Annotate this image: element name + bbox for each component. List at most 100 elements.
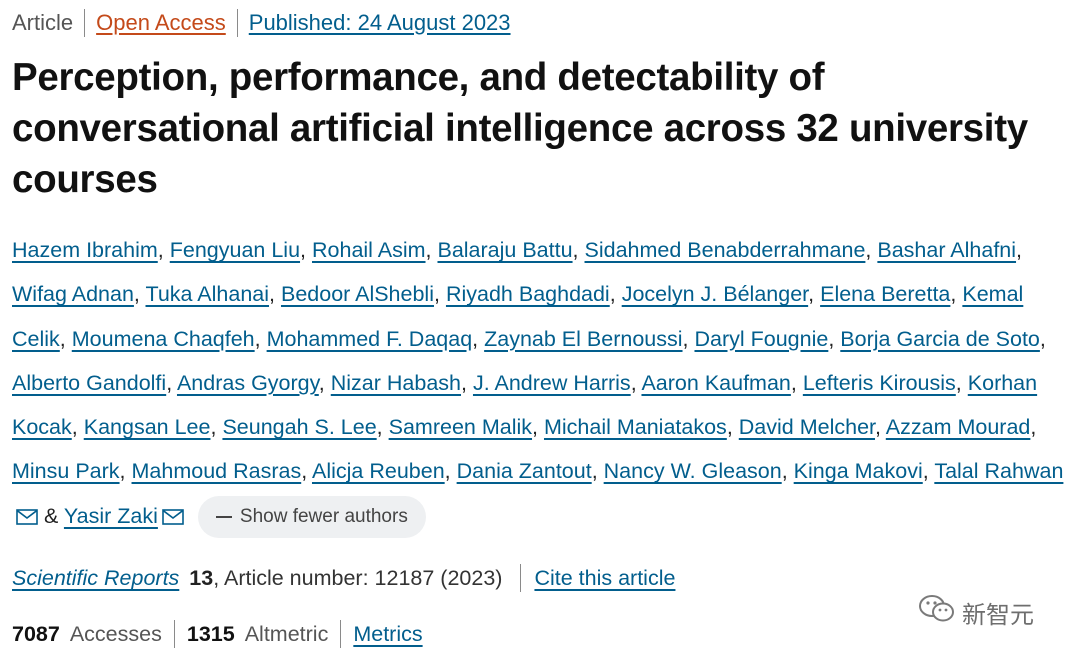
author-link[interactable]: Seungah S. Lee — [222, 415, 377, 440]
author-separator: , — [472, 326, 479, 351]
volume-number: 13 — [189, 566, 214, 590]
author-link[interactable]: Aaron Kaufman — [641, 370, 791, 395]
watermark: 新智元 — [918, 594, 1034, 630]
author-link[interactable]: Mahmoud Rasras — [131, 459, 302, 484]
author-link[interactable]: Nancy W. Gleason — [603, 459, 782, 484]
author-separator: , — [1030, 415, 1037, 440]
author-link[interactable]: Kangsan Lee — [83, 415, 211, 440]
author-link[interactable]: Daryl Fougnie — [694, 326, 829, 351]
author-link[interactable]: Elena Beretta — [820, 282, 951, 307]
author-separator: , — [461, 370, 467, 395]
author-separator: , — [790, 370, 797, 395]
author-separator: , — [726, 415, 733, 440]
author-link[interactable]: Talal Rahwan — [934, 459, 1064, 484]
author-link[interactable]: Lefteris Kirousis — [802, 370, 956, 395]
author-separator: , — [591, 459, 598, 484]
author-link[interactable]: Korhan Kocak — [12, 370, 1038, 440]
divider — [520, 564, 522, 592]
author-link[interactable]: Alberto Gandolfi — [12, 370, 167, 395]
author-link[interactable]: Azzam Mourad — [885, 415, 1031, 440]
author-separator: , — [828, 326, 835, 351]
author-separator: , — [875, 415, 881, 440]
divider — [236, 9, 238, 37]
author-separator: , — [808, 282, 815, 307]
envelope-icon[interactable] — [162, 496, 184, 540]
show-fewer-authors-button[interactable]: Show fewer authors — [197, 496, 426, 539]
author-link[interactable]: Mohammed F. Daqaq — [266, 326, 473, 351]
author-link[interactable]: Samreen Malik — [388, 415, 533, 440]
author-separator: , — [444, 459, 451, 484]
author-separator: , — [1039, 326, 1046, 351]
author-separator: , — [425, 238, 432, 262]
author-conjunction: & — [43, 503, 59, 528]
author-separator: , — [609, 282, 616, 307]
article-title: Perception, performance, and detectabili… — [12, 56, 1028, 201]
author-link[interactable]: Kemal Celik — [12, 282, 1024, 351]
author-link[interactable]: Michail Maniatakos — [543, 415, 727, 440]
author-separator: , — [119, 459, 126, 484]
divider — [340, 620, 342, 648]
author-separator: , — [955, 370, 962, 395]
altmetric-label: Altmetric — [244, 622, 329, 646]
metrics-link[interactable]: Metrics — [353, 622, 423, 646]
author-list: Hazem Ibrahim, Fengyuan Liu, Rohail Asim… — [12, 228, 1074, 540]
author-separator: , — [210, 415, 217, 440]
author-link[interactable]: Tuka Alhanai — [145, 282, 270, 307]
author-separator: , — [682, 326, 689, 351]
show-fewer-label: Show fewer authors — [239, 505, 408, 527]
author-link[interactable]: Fengyuan Liu — [169, 238, 301, 262]
author-separator: , — [781, 459, 788, 484]
author-link[interactable]: Sidahmed Benabderrahmane — [584, 238, 866, 262]
author-separator: , — [1016, 238, 1023, 262]
divider — [84, 9, 86, 37]
wechat-logo-icon — [918, 594, 956, 630]
author-separator: , — [532, 415, 538, 440]
author-separator: , — [376, 415, 383, 440]
author-separator: , — [433, 282, 440, 307]
journal-link[interactable]: Scientific Reports — [12, 566, 180, 590]
author-link[interactable]: Bedoor AlShebli — [280, 282, 434, 307]
author-link[interactable]: Borja Garcia de Soto — [840, 326, 1040, 351]
author-separator: , — [157, 238, 164, 262]
author-link[interactable]: Nizar Habash — [330, 370, 461, 395]
article-type: Article — [12, 10, 74, 35]
author-link[interactable]: Minsu Park — [12, 459, 120, 484]
author-link[interactable]: Rohail Asim — [312, 238, 426, 262]
author-link[interactable]: David Melcher — [738, 415, 876, 440]
author-link[interactable]: Bashar Alhafni — [877, 238, 1017, 262]
author-link[interactable]: Zaynab El Bernoussi — [484, 326, 683, 351]
article-meta: Article Open Access Published: 24 August… — [12, 8, 511, 38]
cite-this-article-link[interactable]: Cite this article — [534, 566, 676, 590]
author-separator: , — [301, 459, 308, 484]
accesses-label: Accesses — [69, 622, 162, 646]
open-access-link[interactable]: Open Access — [96, 10, 226, 35]
envelope-icon[interactable] — [16, 496, 38, 540]
divider — [173, 620, 175, 648]
metrics-row: 7087 Accesses 1315 Altmetric Metrics — [12, 619, 423, 649]
accesses-count: 7087 — [12, 622, 60, 646]
author-separator: , — [630, 370, 637, 395]
author-separator: , — [133, 282, 140, 307]
author-link[interactable]: Riyadh Baghdadi — [445, 282, 610, 307]
author-link[interactable]: Yasir Zaki — [63, 503, 158, 528]
citation-row: Scientific Reports 13 , Article number: … — [12, 563, 675, 593]
watermark-text: 新智元 — [962, 600, 1034, 629]
minus-icon — [215, 516, 232, 519]
author-link[interactable]: Dania Zantout — [456, 459, 592, 484]
author-link[interactable]: Alicja Reuben — [311, 459, 445, 484]
author-link[interactable]: Balaraju Battu — [437, 238, 573, 262]
author-separator: , — [865, 238, 872, 262]
author-link[interactable]: Andras Gyorgy — [176, 370, 319, 395]
author-link[interactable]: Kinga Makovi — [793, 459, 923, 484]
author-separator: , — [59, 326, 66, 351]
author-separator: , — [950, 282, 957, 307]
author-separator: , — [269, 282, 275, 307]
author-separator: , — [254, 326, 261, 351]
author-link[interactable]: J. Andrew Harris — [472, 370, 631, 395]
author-link[interactable]: Wifag Adnan — [12, 282, 134, 307]
published-date-link[interactable]: Published: 24 August 2023 — [248, 10, 511, 35]
author-link[interactable]: Hazem Ibrahim — [12, 238, 158, 262]
article-number: , Article number: 12187 (2023) — [213, 566, 503, 590]
author-link[interactable]: Jocelyn J. Bélanger — [621, 282, 809, 307]
author-link[interactable]: Moumena Chaqfeh — [71, 326, 255, 351]
